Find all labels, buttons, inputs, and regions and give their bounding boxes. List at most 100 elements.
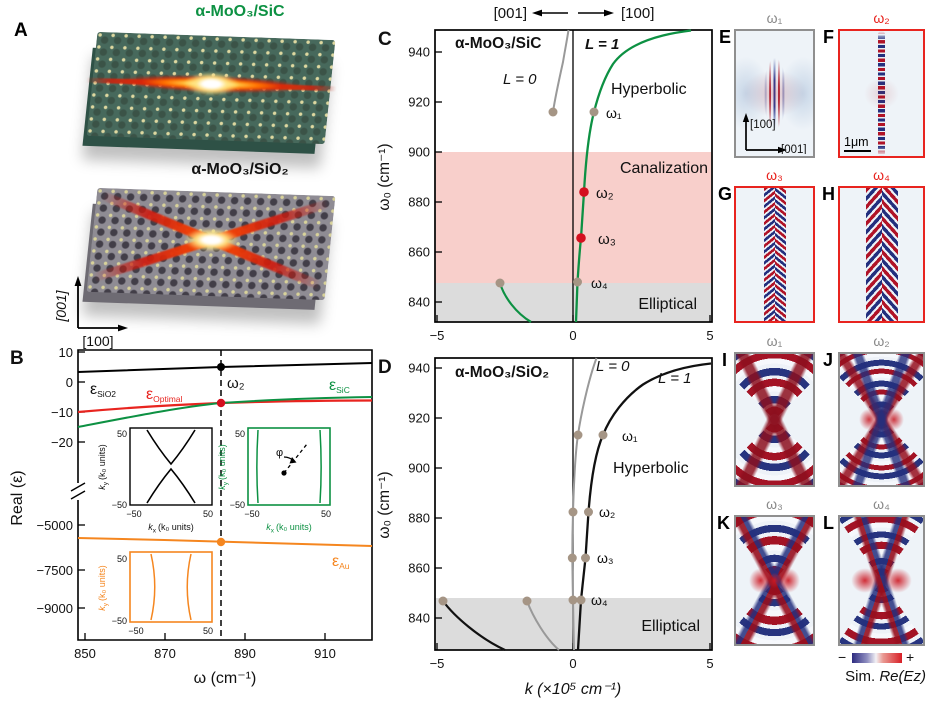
frequency-markers xyxy=(438,430,608,606)
svg-text:−5: −5 xyxy=(430,328,445,343)
panel-f-label: F xyxy=(823,27,834,47)
y-axis-title: ω₀ (cm⁻¹) xyxy=(376,471,393,538)
moo3-sic-illustration xyxy=(86,31,337,145)
L1-label: L = 1 xyxy=(585,36,619,53)
excitation-hotspot xyxy=(182,226,241,253)
L0-endpoint-marker xyxy=(548,107,558,117)
x-tick-labels: −5 0 5 xyxy=(430,656,714,671)
sim-field-f: 1μm xyxy=(838,29,925,158)
panel-c-title: α-MoO₃/SiC xyxy=(455,35,541,52)
canalization-label: Canalization xyxy=(620,160,708,177)
header-001: [001] xyxy=(494,5,527,22)
panel-d-plot: D 940 920 900 880 860 840 −5 0 5 k (×10⁵… xyxy=(376,357,714,698)
panel-l-label: L xyxy=(823,513,834,533)
sim-title-omega4: ω₄ xyxy=(873,167,890,183)
svg-text:−50: −50 xyxy=(126,509,141,519)
omega2-line-label: ω₂ xyxy=(227,375,245,392)
sim-title-omega4-sio2: ω₄ xyxy=(873,496,890,512)
panel-a-label: A xyxy=(14,20,28,41)
omega3-label: ω₃ xyxy=(597,550,614,566)
omega2-marker-sio2 xyxy=(217,363,225,371)
L0-dispersion-curve xyxy=(552,29,570,113)
svg-text:ky(k₀ units): ky(k₀ units) xyxy=(217,444,230,490)
svg-text:50: 50 xyxy=(117,554,127,564)
elliptical-endpoint-marker xyxy=(495,278,505,288)
L1-label: L = 1 xyxy=(658,370,692,387)
panel-e-label: E xyxy=(719,27,732,47)
L1-elliptical-branch xyxy=(442,600,506,651)
panel-c-plot: [001] [100] C 940 920 900 880 860 840 −5 xyxy=(376,5,714,343)
eps-au-label: εAu xyxy=(332,553,350,571)
svg-text:0: 0 xyxy=(569,656,576,671)
y-axis-title: Real (ε) xyxy=(9,470,26,525)
axis-100-label: [100] xyxy=(82,333,113,349)
svg-text:−10: −10 xyxy=(51,405,73,420)
svg-text:940: 940 xyxy=(408,45,430,60)
svg-text:ky(k₀ units): ky(k₀ units) xyxy=(97,444,110,490)
sim-title-omega3-sio2: ω₃ xyxy=(766,496,783,512)
sim-field-k xyxy=(734,515,815,646)
svg-text:0: 0 xyxy=(569,328,576,343)
sim-title-omega3: ω₃ xyxy=(766,167,783,183)
field-axis-100: [100] xyxy=(750,119,776,131)
svg-text:50: 50 xyxy=(117,429,127,439)
excitation-hotspot xyxy=(182,70,241,97)
svg-text:10: 10 xyxy=(59,345,73,360)
axis-001-label: [001] xyxy=(53,289,69,322)
svg-text:0: 0 xyxy=(66,375,73,390)
svg-text:940: 940 xyxy=(408,361,430,376)
x-tick-labels: 850 870 890 910 xyxy=(74,646,336,661)
omega4-label: ω₄ xyxy=(591,592,608,608)
sim-field-j xyxy=(838,352,925,487)
svg-text:900: 900 xyxy=(408,145,430,160)
panel-d-label: D xyxy=(378,357,392,378)
hyperbolic-label: Hyperbolic xyxy=(611,81,687,98)
right-arrowhead xyxy=(604,9,614,17)
eps-sio2-curve xyxy=(77,362,373,373)
panel-a-bottom-title: α-MoO₃/SiO₂ xyxy=(191,161,289,178)
svg-text:860: 860 xyxy=(408,561,430,576)
svg-text:910: 910 xyxy=(314,646,336,661)
panel-b-label: B xyxy=(10,348,24,369)
inset-hyperbolic-ifc: 50 −50 ky(k₀ units) −50 50 kx (k₀ units) xyxy=(97,427,213,535)
eps-sic-label: εSiC xyxy=(329,377,350,395)
colorbar-gradient xyxy=(852,653,902,663)
omega4-label: ω₄ xyxy=(591,275,608,291)
svg-text:5: 5 xyxy=(706,328,713,343)
omega2-label: ω₂ xyxy=(596,185,614,202)
L0-label: L = 0 xyxy=(503,71,537,88)
axis-break-mark xyxy=(70,490,86,500)
omega2-label: ω₂ xyxy=(599,504,615,520)
omega4-marker xyxy=(573,277,582,287)
crystal-axes: [001] [100] xyxy=(53,276,128,349)
colorbar-min: − xyxy=(838,649,847,665)
panel-d-title: α-MoO₃/SiO₂ xyxy=(455,364,549,381)
omega2-marker xyxy=(579,187,589,197)
svg-text:ky(k₀ units): ky(k₀ units) xyxy=(97,565,110,611)
svg-text:50: 50 xyxy=(235,429,245,439)
colorbar-label: Sim. Re(Ez) xyxy=(845,668,926,685)
panel-c-label: C xyxy=(378,29,392,50)
omega2-marker-crossing xyxy=(216,398,226,408)
eps-au-curve xyxy=(77,537,373,547)
left-arrowhead xyxy=(532,9,542,17)
tick-marks xyxy=(435,51,711,322)
header-100: [100] xyxy=(621,5,654,22)
sim-field-l xyxy=(838,515,925,646)
inset-canalization-ifc: φ 50 −50 ky(k₀ units) −50 50 kx (k₀ units… xyxy=(217,427,331,535)
svg-text:870: 870 xyxy=(154,646,176,661)
svg-text:kx(k₀ units): kx (k₀ units) xyxy=(148,522,194,535)
eps-sio2-label: εSiO2 xyxy=(90,381,116,399)
svg-text:−20: −20 xyxy=(51,435,73,450)
panel-b-plot: B 10 0 −10 −20 −5000 −7500 −9000 850 870… xyxy=(9,345,373,687)
scale-bar: 1μm xyxy=(844,135,871,152)
svg-text:840: 840 xyxy=(408,611,430,626)
L0-label: L = 0 xyxy=(596,358,630,375)
svg-text:−5000: −5000 xyxy=(36,518,73,533)
svg-text:−7500: −7500 xyxy=(36,563,73,578)
omega1-label: ω₁ xyxy=(606,105,622,121)
svg-text:5: 5 xyxy=(706,656,713,671)
sim-title-omega1-sio2: ω₁ xyxy=(766,333,783,349)
field-axes: [100] [001] xyxy=(742,113,807,154)
